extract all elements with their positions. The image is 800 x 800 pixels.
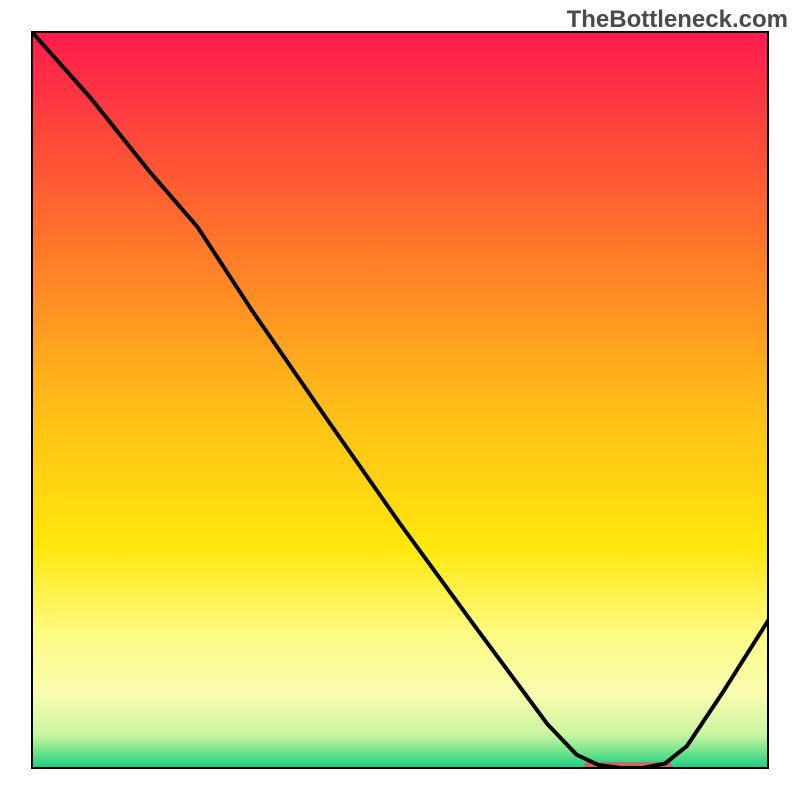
plot-area bbox=[32, 32, 768, 769]
gradient-background bbox=[32, 32, 768, 768]
watermark-text: TheBottleneck.com bbox=[567, 6, 788, 34]
chart-container: TheBottleneck.com bbox=[0, 0, 800, 800]
chart-svg bbox=[0, 0, 800, 800]
